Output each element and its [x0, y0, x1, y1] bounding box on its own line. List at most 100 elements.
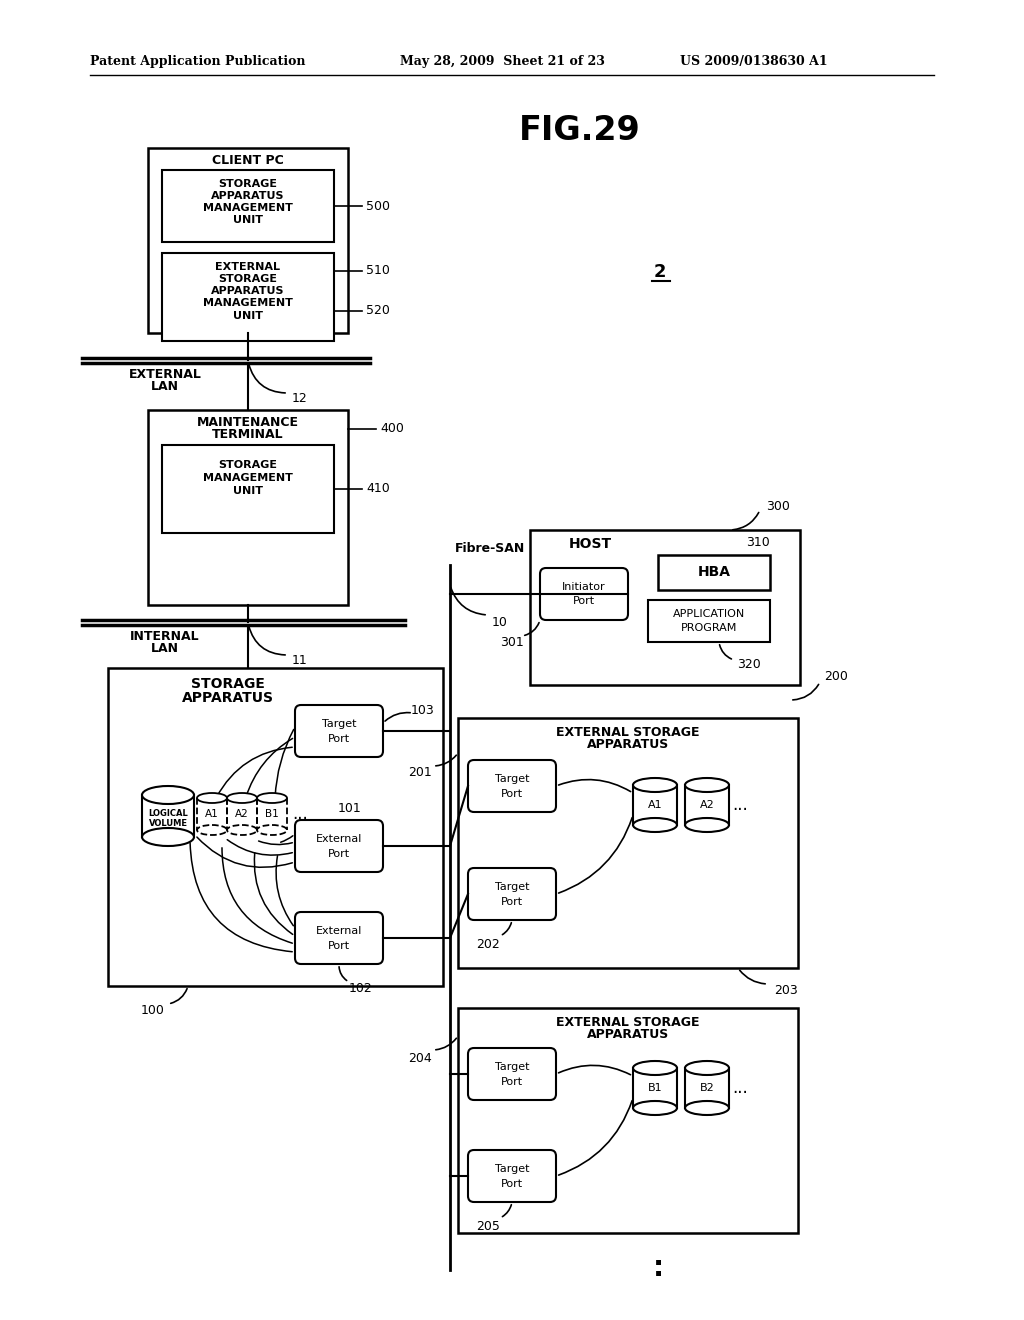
Text: PROGRAM: PROGRAM	[681, 623, 737, 634]
FancyBboxPatch shape	[468, 1048, 556, 1100]
Text: MAINTENANCE: MAINTENANCE	[197, 417, 299, 429]
Ellipse shape	[142, 785, 194, 804]
Text: A1: A1	[648, 800, 663, 810]
Text: 102: 102	[349, 982, 373, 994]
Text: 500: 500	[366, 199, 390, 213]
Text: 400: 400	[380, 422, 403, 436]
Text: 204: 204	[409, 1052, 432, 1064]
Text: APPARATUS: APPARATUS	[587, 738, 669, 751]
Text: STORAGE: STORAGE	[218, 180, 278, 189]
FancyBboxPatch shape	[295, 820, 383, 873]
Ellipse shape	[633, 1101, 677, 1115]
Ellipse shape	[685, 818, 729, 832]
Text: MANAGEMENT: MANAGEMENT	[203, 298, 293, 308]
Bar	[162, 445, 334, 533]
Text: LOGICAL: LOGICAL	[148, 808, 187, 817]
Text: 103: 103	[411, 704, 435, 717]
Text: EXTERNAL STORAGE: EXTERNAL STORAGE	[556, 726, 699, 738]
Ellipse shape	[227, 825, 257, 836]
Text: EXTERNAL: EXTERNAL	[215, 261, 281, 272]
Text: May 28, 2009  Sheet 21 of 23: May 28, 2009 Sheet 21 of 23	[400, 55, 605, 69]
Bar	[148, 411, 348, 605]
Bar	[458, 1008, 798, 1233]
Text: TERMINAL: TERMINAL	[212, 429, 284, 441]
Text: EXTERNAL: EXTERNAL	[129, 368, 202, 381]
Text: A2: A2	[699, 800, 715, 810]
Text: 100: 100	[141, 1003, 165, 1016]
Text: B1: B1	[648, 1082, 663, 1093]
Text: VOLUME: VOLUME	[148, 818, 187, 828]
Text: External: External	[315, 834, 362, 843]
Text: 200: 200	[824, 671, 848, 684]
Text: FIG.29: FIG.29	[519, 114, 641, 147]
Bar	[108, 668, 443, 986]
Text: Target: Target	[495, 882, 529, 892]
Text: Port: Port	[328, 941, 350, 950]
Ellipse shape	[197, 825, 227, 836]
Text: 101: 101	[338, 801, 361, 814]
Ellipse shape	[197, 793, 227, 803]
Text: 520: 520	[366, 305, 390, 318]
Text: 201: 201	[409, 766, 432, 779]
FancyBboxPatch shape	[468, 869, 556, 920]
Text: 510: 510	[366, 264, 390, 277]
Text: B2: B2	[699, 1082, 715, 1093]
Text: Port: Port	[501, 1179, 523, 1189]
Text: STORAGE: STORAGE	[218, 275, 278, 284]
Text: 320: 320	[737, 657, 761, 671]
Text: APPARATUS: APPARATUS	[211, 286, 285, 296]
Text: EXTERNAL STORAGE: EXTERNAL STORAGE	[556, 1015, 699, 1028]
Text: Initiator: Initiator	[562, 582, 606, 591]
Bar	[148, 148, 348, 333]
Ellipse shape	[633, 1061, 677, 1074]
Text: B1: B1	[265, 809, 279, 818]
Text: ...: ...	[732, 796, 748, 814]
Text: :: :	[652, 1254, 664, 1282]
Bar	[648, 601, 770, 642]
FancyBboxPatch shape	[295, 705, 383, 756]
Text: 203: 203	[774, 983, 798, 997]
Text: ...: ...	[292, 805, 308, 822]
Bar	[162, 170, 334, 242]
Text: MANAGEMENT: MANAGEMENT	[203, 473, 293, 483]
FancyBboxPatch shape	[468, 760, 556, 812]
Text: Port: Port	[501, 898, 523, 907]
Bar	[162, 253, 334, 341]
Text: INTERNAL: INTERNAL	[130, 631, 200, 644]
Bar	[458, 718, 798, 968]
Text: CLIENT PC: CLIENT PC	[212, 154, 284, 168]
Text: US 2009/0138630 A1: US 2009/0138630 A1	[680, 55, 827, 69]
Text: 202: 202	[476, 937, 500, 950]
Text: HBA: HBA	[697, 565, 730, 579]
Text: Port: Port	[328, 849, 350, 859]
Text: APPARATUS: APPARATUS	[211, 191, 285, 201]
Ellipse shape	[633, 818, 677, 832]
Ellipse shape	[227, 793, 257, 803]
Ellipse shape	[685, 777, 729, 792]
Text: Port: Port	[501, 789, 523, 799]
Text: 10: 10	[493, 615, 508, 628]
Text: A1: A1	[205, 809, 219, 818]
Bar	[658, 554, 770, 590]
Text: 11: 11	[292, 653, 308, 667]
FancyBboxPatch shape	[540, 568, 628, 620]
Text: Target: Target	[495, 1164, 529, 1173]
Ellipse shape	[685, 1061, 729, 1074]
Text: Target: Target	[495, 774, 529, 784]
Ellipse shape	[633, 777, 677, 792]
Text: Target: Target	[322, 719, 356, 729]
Text: Fibre-SAN: Fibre-SAN	[455, 541, 525, 554]
Text: UNIT: UNIT	[233, 215, 263, 224]
Text: APPARATUS: APPARATUS	[587, 1028, 669, 1041]
Text: ...: ...	[732, 1078, 748, 1097]
Ellipse shape	[257, 793, 287, 803]
Text: STORAGE: STORAGE	[218, 459, 278, 470]
Text: 205: 205	[476, 1220, 500, 1233]
Text: 410: 410	[367, 483, 390, 495]
Ellipse shape	[685, 1101, 729, 1115]
Text: LAN: LAN	[151, 380, 179, 393]
FancyBboxPatch shape	[295, 912, 383, 964]
Text: MANAGEMENT: MANAGEMENT	[203, 203, 293, 213]
Text: LAN: LAN	[151, 643, 179, 656]
Ellipse shape	[142, 828, 194, 846]
